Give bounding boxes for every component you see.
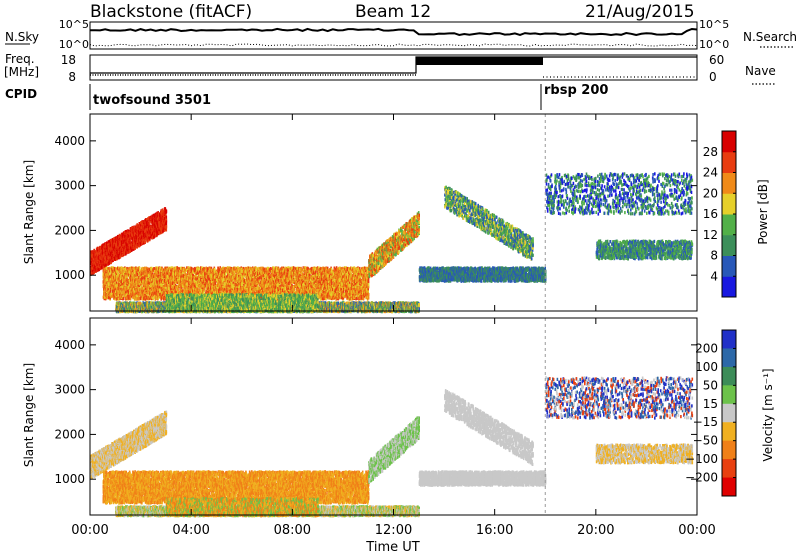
nave-dense-block [416, 57, 543, 65]
nsky-tick-top-left: 10^5 [59, 18, 89, 31]
nsky-label: N.Sky [5, 30, 39, 44]
freq-frame [90, 55, 697, 80]
data-cell [166, 220, 168, 223]
nave-tick-bottom: 0 [709, 70, 717, 84]
freq-tick-top: 18 [61, 53, 76, 67]
nave-label: Nave [745, 64, 776, 78]
freq-unit: [MHz] [4, 65, 39, 79]
nsky-tick-bottom-right: 10^0 [699, 38, 729, 51]
cpid-mode-2: rbsp 200 [544, 83, 608, 98]
beam-label: Beam 12 [355, 2, 431, 22]
data-cell [166, 226, 168, 229]
freq-label: Freq. [5, 52, 35, 66]
cpid-label: CPID [5, 87, 37, 101]
radar-title: Blackstone (fitACF) [90, 2, 252, 22]
nsky-tick-top-right: 10^5 [699, 18, 729, 31]
nsky-tick-bottom-left: 10^0 [59, 38, 89, 51]
data-cell [166, 228, 168, 231]
nsky-frame [90, 22, 697, 49]
nsky-series [90, 29, 697, 35]
nave-tick-top: 60 [709, 53, 724, 67]
freq-tick-bottom: 8 [68, 70, 76, 84]
freq-series [90, 57, 697, 73]
nsearch-label: N.Search [743, 30, 797, 44]
cpid-mode-1: twofsound 3501 [93, 93, 211, 108]
nsearch-series [90, 44, 697, 46]
data-cell [166, 216, 168, 219]
date-label: 21/Aug/2015 [585, 2, 695, 22]
data-cell [166, 209, 168, 212]
data-cell [144, 241, 146, 244]
